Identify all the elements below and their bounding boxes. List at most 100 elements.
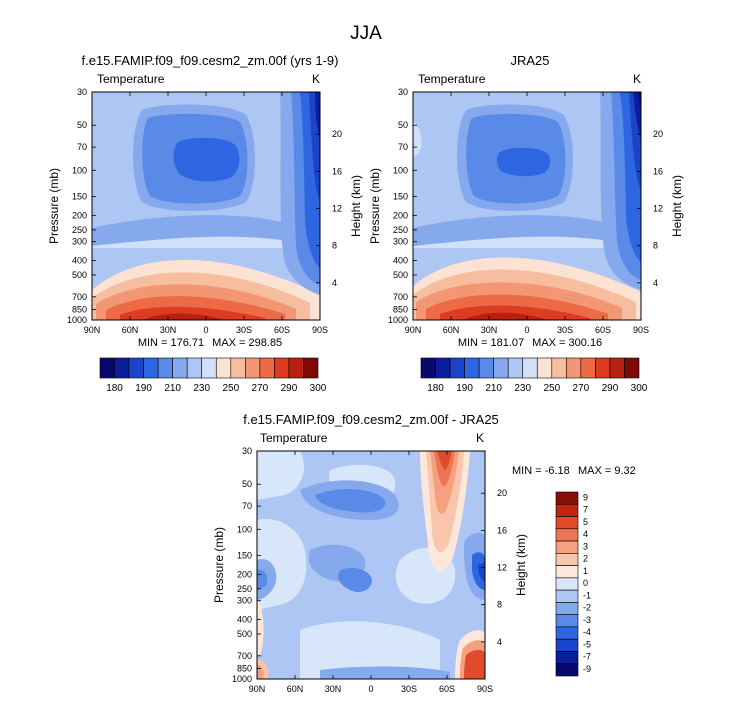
colorbar-label: 270 — [573, 383, 590, 394]
y-tick-label: 250 — [393, 225, 408, 235]
x-tick-label: 90S — [312, 325, 328, 335]
x-tick-label: 30N — [325, 684, 342, 694]
variable-label: Temperature — [418, 72, 486, 86]
variable-label: Temperature — [97, 72, 165, 86]
y-tick-label: 850 — [237, 663, 252, 673]
y-tick-label: 1000 — [388, 315, 408, 325]
colorbar-label: -5 — [583, 639, 591, 649]
x-tick-label: 0 — [203, 325, 208, 335]
colorbar-swatch — [555, 651, 579, 665]
colorbar-swatch — [478, 357, 494, 379]
y-tick-label: 50 — [77, 120, 87, 130]
panel-title: f.e15.FAMIP.f09_f09.cesm2_zm.00f - JRA25 — [243, 412, 499, 427]
colorbar-swatch — [245, 357, 261, 379]
colorbar-swatch — [114, 357, 130, 379]
colorbar-label: 9 — [583, 492, 588, 502]
x-tick-label: 60S — [439, 684, 455, 694]
colorbar-swatch — [99, 357, 115, 379]
colorbar-swatch — [555, 663, 579, 677]
colorbar-label: 3 — [583, 541, 588, 551]
colorbar-swatch — [157, 357, 173, 379]
y-right-tick-label: 4 — [497, 637, 502, 647]
x-tick-label: 30S — [557, 325, 573, 335]
y-right-tick-label: 4 — [332, 278, 337, 288]
y-tick-label: 850 — [72, 304, 87, 314]
colorbar-label: 190 — [456, 383, 473, 394]
colorbar-label: -2 — [583, 603, 591, 613]
panel-model: f.e15.FAMIP.f09_f09.cesm2_zm.00f (yrs 1-… — [82, 53, 339, 394]
y-tick-label: 300 — [72, 237, 87, 247]
colorbar-label: 7 — [583, 505, 588, 515]
y-right-tick-label: 8 — [653, 241, 658, 251]
panel-difference: f.e15.FAMIP.f09_f09.cesm2_zm.00f - JRA25… — [243, 412, 636, 680]
y-right-tick-label: 12 — [497, 563, 507, 573]
colorbar-label: -4 — [583, 627, 591, 637]
y-tick-label: 100 — [72, 165, 87, 175]
y-tick-label: 850 — [393, 304, 408, 314]
colorbar-swatch — [555, 602, 579, 615]
colorbar-label: -3 — [583, 615, 591, 625]
y-right-tick-label: 20 — [653, 129, 663, 139]
x-tick-label: 30N — [481, 325, 498, 335]
y-tick-label: 1000 — [67, 315, 87, 325]
x-tick-label: 30S — [401, 684, 417, 694]
colorbar-swatch — [555, 553, 579, 566]
y-right-tick-label: 20 — [332, 129, 342, 139]
colorbar-swatch — [230, 357, 246, 379]
y-tick-label: 70 — [242, 501, 252, 511]
y-tick-label: 200 — [237, 569, 252, 579]
colorbar-swatch — [555, 528, 579, 542]
y-tick-label: 50 — [398, 120, 408, 130]
colorbar-swatch — [555, 577, 579, 591]
panel-reanalysis: JRA25 Temperature K MIN = 181.07 MAX = 30 — [412, 53, 648, 394]
colorbar-swatch — [274, 357, 290, 379]
y-tick-label: 300 — [393, 237, 408, 247]
y-right-tick-label: 16 — [653, 166, 663, 176]
colorbar-swatch — [551, 357, 567, 379]
colorbar-label: 210 — [485, 383, 502, 394]
colorbar-label: 2 — [583, 554, 588, 564]
y-right-axis-label: Height (km) — [349, 175, 363, 237]
y-tick-label: 500 — [237, 629, 252, 639]
colorbar-swatch — [555, 540, 579, 554]
contour-fill — [413, 92, 641, 320]
x-tick-label: 90N — [84, 325, 101, 335]
colorbar-label: 270 — [252, 383, 269, 394]
y-tick-label: 30 — [77, 87, 87, 97]
colorbar-swatch — [259, 357, 275, 379]
colorbar: 180 190 210 230 250 270 290 300 — [420, 357, 648, 394]
colorbar-label: 1 — [583, 566, 588, 576]
colorbar-swatch — [449, 357, 465, 379]
colorbar-swatch — [555, 503, 579, 517]
x-tick-label: 90N — [249, 684, 266, 694]
colorbar-label: 230 — [193, 383, 210, 394]
y-tick-label: 50 — [242, 479, 252, 489]
y-tick-label: 100 — [393, 165, 408, 175]
y-tick-label: 200 — [393, 210, 408, 220]
y-right-tick-label: 16 — [497, 525, 507, 535]
y-right-tick-label: 12 — [653, 204, 663, 214]
colorbar-label: 230 — [514, 383, 531, 394]
colorbar-swatch — [555, 589, 579, 603]
colorbar-swatch — [536, 357, 553, 379]
min-label: MIN = -6.18 — [512, 465, 570, 477]
colorbar-label: 180 — [106, 383, 123, 394]
y-tick-label: 250 — [72, 225, 87, 235]
colorbar-label: 250 — [543, 383, 560, 394]
units-label: K — [633, 72, 641, 86]
x-tick-label: 60N — [443, 325, 460, 335]
colorbar-swatch — [201, 357, 217, 379]
colorbar-label: 0 — [583, 578, 588, 588]
colorbar-label: -7 — [583, 652, 591, 662]
y-tick-label: 30 — [398, 87, 408, 97]
colorbar-swatch — [555, 626, 579, 640]
variable-label: Temperature — [260, 431, 328, 445]
x-tick-label: 90S — [477, 684, 493, 694]
colorbar-swatch — [215, 357, 232, 379]
x-tick-label: 60S — [595, 325, 611, 335]
y-right-tick-label: 8 — [332, 241, 337, 251]
x-tick-label: 90N — [405, 325, 422, 335]
x-tick-label: 0 — [368, 684, 373, 694]
y-tick-label: 200 — [72, 210, 87, 220]
